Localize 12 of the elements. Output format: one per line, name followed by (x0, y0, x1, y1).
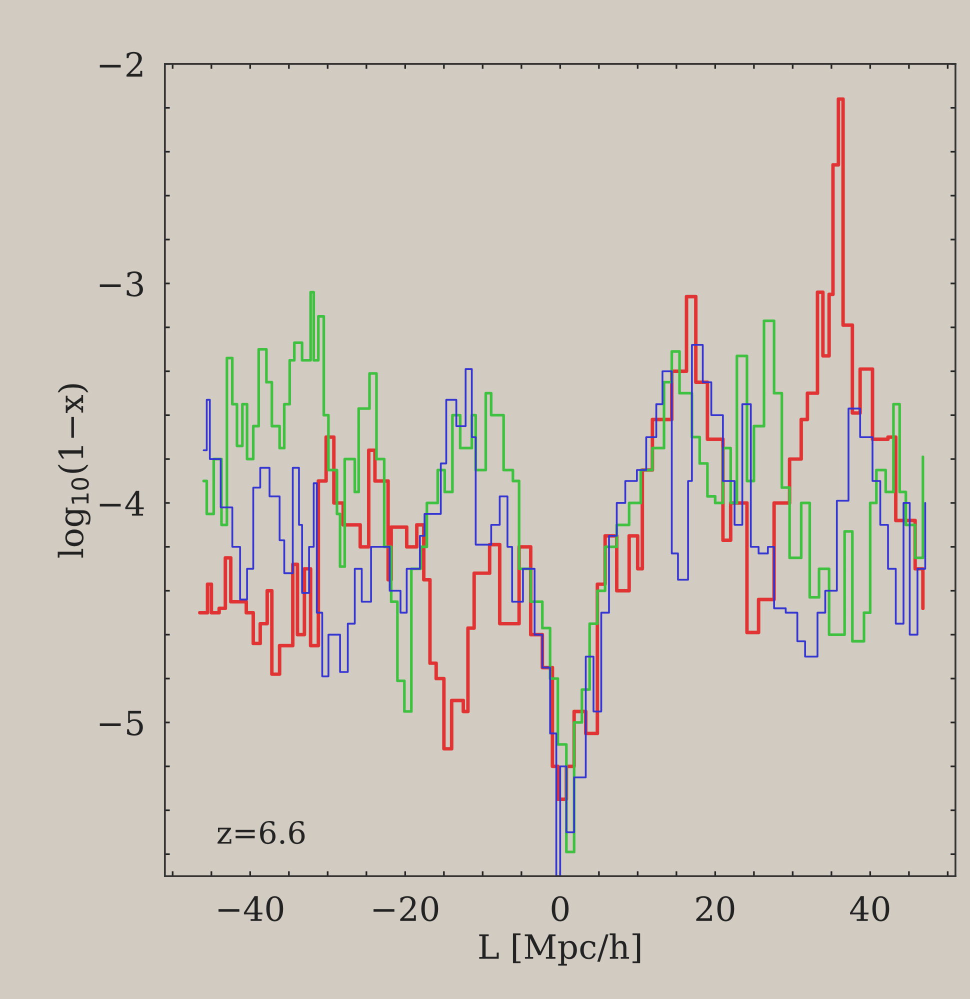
y-tick-label: −4 (100, 490, 144, 516)
x-tick-label: −20 (374, 896, 438, 922)
x-tick-label: 40 (850, 896, 890, 922)
annotation: z=6.6 (218, 820, 305, 844)
x-tick-label: 0 (552, 896, 569, 922)
y-tick-label: −5 (100, 710, 143, 736)
x-tick-label: −40 (218, 896, 284, 922)
x-tick-label: 20 (696, 896, 734, 922)
x-axis-title: L [Mpc/h] (479, 933, 640, 966)
y-tick-label: −2 (100, 52, 142, 77)
y-axis-title: log$_{10}$(1−x) (58, 384, 90, 558)
y-tick-label: −3 (100, 271, 143, 297)
